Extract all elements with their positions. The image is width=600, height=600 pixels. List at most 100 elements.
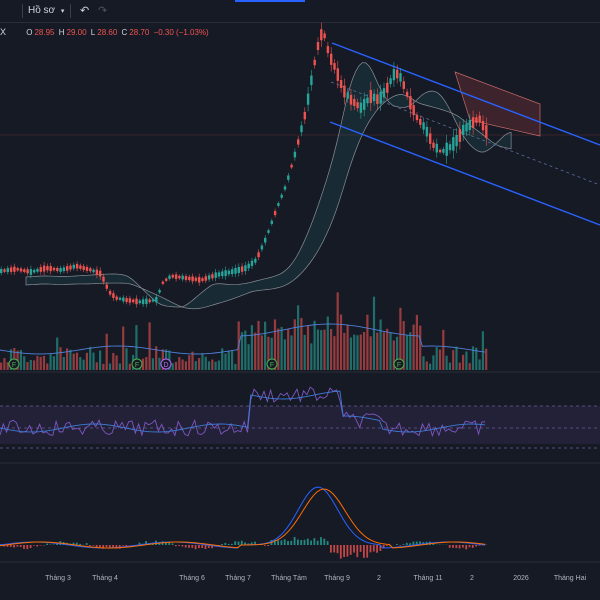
macd-histogram-bar (455, 545, 458, 549)
candle-body (138, 300, 141, 304)
undo-icon[interactable]: ↶ (80, 5, 90, 17)
volume-bar (42, 355, 46, 370)
rsi-band (0, 406, 600, 444)
event-marker (393, 358, 405, 370)
candle-body (313, 59, 316, 66)
macd-histogram-bar (122, 545, 124, 546)
candle-body (465, 123, 468, 132)
volume-bar (320, 330, 323, 370)
macd-histogram-bar (458, 545, 461, 549)
volume-bar (250, 325, 253, 370)
event-marker-label: F (12, 362, 16, 369)
volume-bar (448, 362, 451, 370)
volume-bar (244, 330, 247, 370)
volume-bar (135, 325, 138, 370)
candle-body (237, 266, 240, 273)
candle-body (372, 93, 376, 102)
candle-body (353, 98, 356, 106)
macd-histogram-bar (356, 545, 359, 558)
macd-histogram-bar (336, 545, 339, 554)
candle-body (356, 102, 359, 109)
candle-body (412, 105, 415, 116)
candle-body (59, 267, 62, 272)
candle-body (221, 271, 224, 277)
candle-body (471, 117, 475, 129)
candle-body (303, 111, 306, 120)
volume-bar (409, 332, 412, 370)
volume-bar (425, 361, 428, 370)
top-toolbar: Hồ sơ ▾ ↶ ↷ (0, 0, 600, 23)
macd-histogram-bar (448, 545, 451, 548)
candle-body (316, 41, 320, 51)
candle-body (89, 268, 92, 272)
macd-histogram-bar (310, 540, 312, 545)
candle-body (425, 126, 429, 137)
macd-histogram-bar (138, 542, 141, 545)
candle-body (92, 269, 95, 273)
macd-histogram-bar (366, 545, 369, 558)
volume-bar (389, 332, 392, 370)
candle-body (224, 270, 227, 277)
macd-histogram-bar (115, 545, 118, 549)
macd-histogram-bar (247, 543, 250, 545)
volume-bar (432, 355, 435, 370)
candle-body (165, 278, 168, 281)
candle-body (422, 122, 425, 130)
candle-body (396, 69, 399, 79)
macd-histogram-bar (471, 545, 474, 548)
volume-bar (191, 351, 194, 370)
macd-histogram-bar (191, 545, 194, 548)
candle-body (405, 91, 409, 97)
macd-histogram-bar (168, 542, 171, 545)
macd-histogram-bar (478, 545, 481, 546)
macd-histogram-bar (283, 539, 286, 545)
macd-histogram-bar (23, 545, 25, 549)
volume-bar (125, 348, 128, 370)
candle-body (448, 144, 452, 151)
event-marker (131, 358, 143, 370)
volume-bar (396, 336, 399, 370)
macd-histogram-bar (165, 542, 167, 545)
chevron-down-icon: ▾ (60, 8, 65, 15)
candle-body (135, 298, 138, 305)
volume-bar (366, 314, 369, 370)
ichimoku-cloud (25, 62, 541, 310)
macd-histogram-bar (9, 545, 12, 547)
volume-bar (485, 348, 488, 370)
volume-bar (412, 324, 415, 370)
candle-body (462, 124, 465, 136)
macd-histogram-bar (102, 545, 105, 549)
candle-body (62, 267, 66, 272)
candle-body (260, 245, 264, 250)
volume-bar (386, 328, 389, 370)
candle-body (36, 268, 39, 272)
candle-body (207, 275, 211, 280)
candle-body (270, 220, 273, 224)
macd-histogram-bar (92, 545, 95, 546)
macd-histogram-bar (303, 539, 306, 545)
candle-body (250, 260, 254, 266)
volume-bar (234, 363, 237, 370)
profile-button[interactable]: Hồ sơ ▾ (28, 3, 64, 19)
volume-bar (399, 307, 402, 370)
macd-pane (0, 486, 487, 559)
x-tick-label: Tháng 3 (45, 575, 71, 582)
candle-body (161, 281, 165, 284)
candle-body (95, 269, 99, 275)
candle-body (16, 268, 19, 271)
volume-bar (240, 332, 244, 370)
candle-body (128, 298, 132, 303)
volume-bar (300, 318, 303, 370)
candle-body (320, 29, 323, 41)
macd-histogram-bar (277, 540, 279, 545)
candle-body (346, 92, 349, 99)
macd-histogram-bar (339, 545, 342, 559)
volume-bar (273, 319, 277, 370)
volume-bar (36, 355, 39, 370)
rsi-pane (0, 386, 600, 449)
macd-histogram-bar (3, 545, 6, 547)
redo-icon[interactable]: ↷ (98, 5, 108, 17)
volume-bar (181, 359, 184, 370)
candle-body (330, 53, 333, 65)
